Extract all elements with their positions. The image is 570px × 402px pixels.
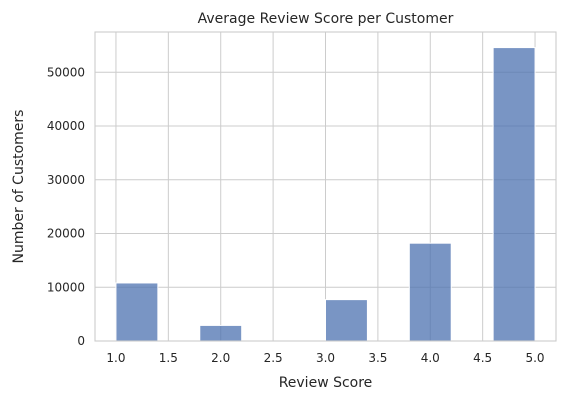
x-tick-labels: 1.0 1.5 2.0 2.5 3.0 3.5 4.0 4.5 5.0 [106,351,544,365]
plot-frame [94,31,557,342]
y-tick-label: 10000 [47,280,85,294]
histogram-bar [199,324,243,342]
y-tick-label: 0 [77,334,85,348]
x-tick-label: 3.5 [368,351,387,365]
x-tick-label: 1.0 [106,351,125,365]
y-tick-label: 20000 [47,227,85,241]
histogram-bar [492,47,536,342]
y-tick-label: 50000 [47,65,85,79]
bars-layer [115,47,536,342]
y-axis-label: Number of Customers [11,110,27,264]
histogram-bar [115,282,159,342]
y-tick-labels: 0 10000 20000 30000 40000 50000 [47,65,85,348]
x-tick-label: 2.0 [211,351,230,365]
y-tick-label: 40000 [47,119,85,133]
x-tick-label: 4.5 [473,351,492,365]
x-tick-label: 5.0 [525,351,544,365]
grid-layer [95,32,556,342]
x-tick-label: 2.5 [264,351,283,365]
histogram-bar [408,242,452,342]
chart-title: Average Review Score per Customer [198,11,454,27]
histogram-bar [325,299,368,342]
x-tick-label: 1.5 [159,351,178,365]
x-tick-label: 4.0 [421,351,440,365]
x-tick-label: 3.0 [316,351,335,365]
x-axis-label: Review Score [279,375,373,391]
y-tick-label: 30000 [47,173,85,187]
